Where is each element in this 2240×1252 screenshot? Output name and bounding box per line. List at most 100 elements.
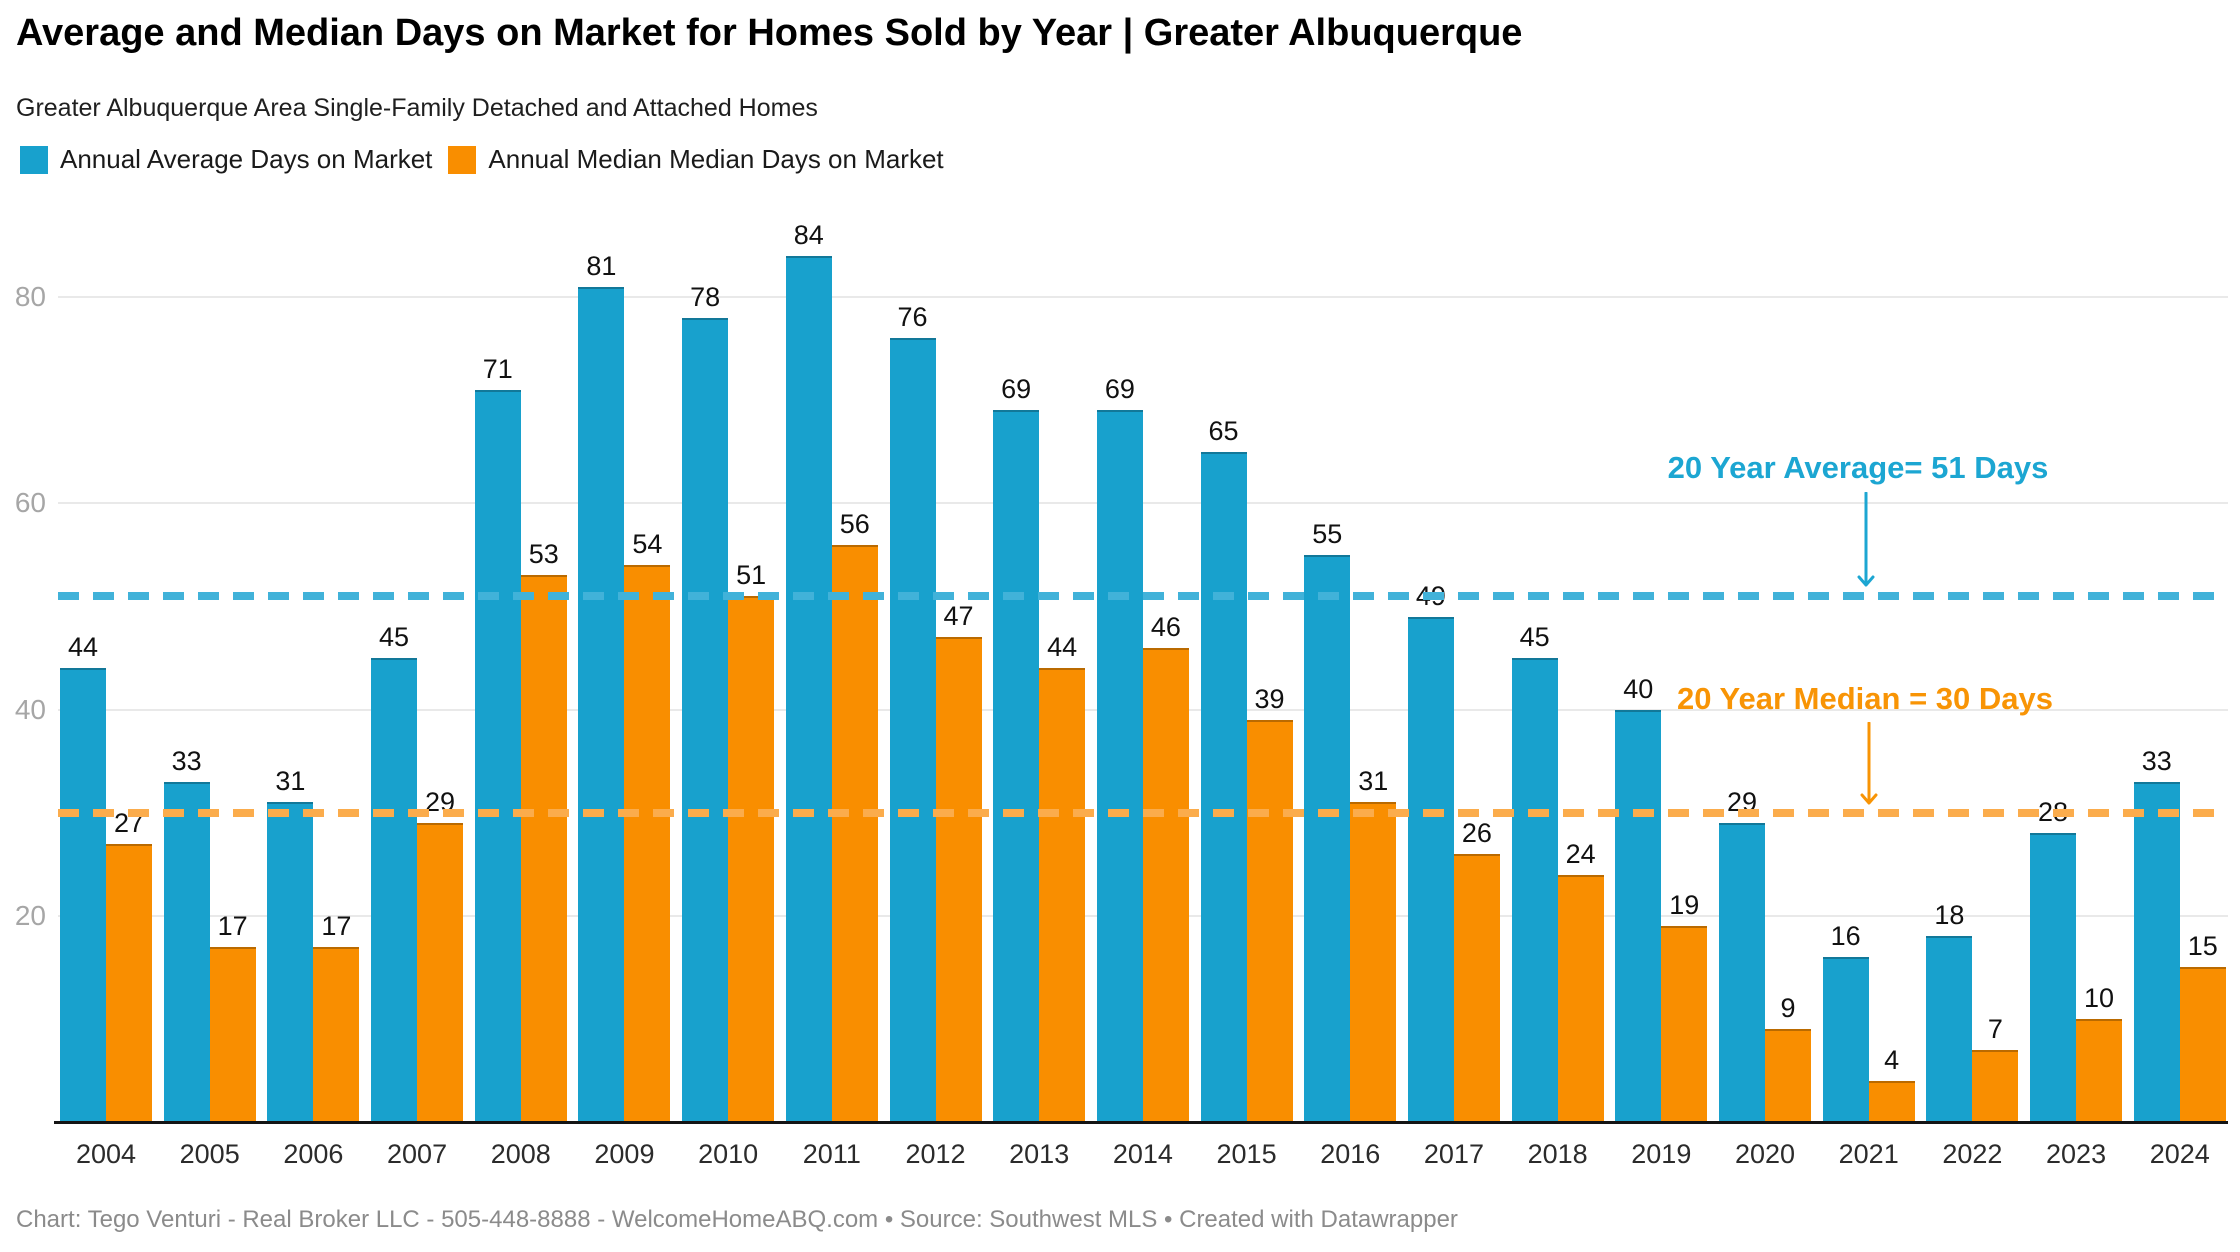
y-axis-tick-label: 20 xyxy=(14,899,46,931)
bar-value-label: 9 xyxy=(1780,993,1796,1023)
bar-value-label: 76 xyxy=(897,302,928,332)
bar-value-label: 15 xyxy=(2187,931,2218,961)
median-bar: 46 xyxy=(1142,612,1189,1122)
median-bar: 44 xyxy=(1039,632,1086,1122)
bar-group: 81 54 2009 xyxy=(578,230,671,1169)
bar-value-label: 31 xyxy=(275,766,306,796)
bar-value-label: 24 xyxy=(1565,839,1596,869)
chart-title: Average and Median Days on Market for Ho… xyxy=(16,12,1523,54)
x-axis-year-label: 2009 xyxy=(594,1139,655,1169)
bar-value-label: 7 xyxy=(1987,1014,2003,1044)
average-bar: 29 xyxy=(1719,787,1765,1122)
bar-group: 33 15 2024 xyxy=(2133,230,2226,1169)
bar-value-label: 45 xyxy=(1519,622,1550,652)
average-bar: 31 xyxy=(267,766,314,1122)
bar-group: 29 9 2020 xyxy=(1719,230,1811,1169)
average-bar: 69 xyxy=(1096,374,1143,1122)
bar-value-label: 55 xyxy=(1312,519,1343,549)
median-bar: 47 xyxy=(935,601,982,1122)
legend-item-median: Annual Median Median Days on Market xyxy=(448,144,944,175)
average-bar: 45 xyxy=(1511,622,1558,1122)
median-bar: 17 xyxy=(313,911,360,1122)
legend-color-swatch-average xyxy=(20,145,48,174)
gridline xyxy=(58,296,2228,299)
bar-value-label: 69 xyxy=(1104,374,1135,404)
average-bar: 49 xyxy=(1407,581,1454,1122)
x-axis-year-label: 2024 xyxy=(2149,1139,2210,1169)
bar-group: 78 51 2010 xyxy=(682,230,775,1169)
median-bar: 4 xyxy=(1868,1045,1915,1122)
average-bar: 16 xyxy=(1822,921,1869,1122)
x-axis-baseline xyxy=(54,1121,2228,1124)
average-bar: 81 xyxy=(578,251,625,1122)
bar-group: 69 44 2013 xyxy=(993,230,1086,1169)
bar-value-label: 17 xyxy=(321,911,352,941)
median-bar: 27 xyxy=(106,808,152,1122)
average-bar: 45 xyxy=(371,622,418,1122)
bar-value-label: 10 xyxy=(2084,983,2115,1013)
bar-value-label: 54 xyxy=(632,529,663,559)
x-axis-year-label: 2018 xyxy=(1527,1139,1588,1169)
median-bar: 9 xyxy=(1765,993,1811,1122)
x-axis-year-label: 2014 xyxy=(1112,1139,1173,1169)
bar-value-label: 69 xyxy=(1001,374,1032,404)
bar-group: 44 27 2004 xyxy=(60,230,152,1169)
x-axis-year-label: 2021 xyxy=(1838,1139,1899,1169)
average-bar: 76 xyxy=(889,302,936,1122)
bar-value-label: 26 xyxy=(1461,818,1492,848)
x-axis-year-label: 2010 xyxy=(698,1139,759,1169)
bar-value-label: 31 xyxy=(1358,766,1389,796)
median-bar: 7 xyxy=(1972,1014,2019,1122)
x-axis-year-label: 2007 xyxy=(387,1139,448,1169)
x-axis-year-label: 2005 xyxy=(179,1139,240,1169)
bar-group: 33 17 2005 xyxy=(163,230,256,1169)
bar-value-label: 44 xyxy=(1047,632,1078,662)
bar-value-label: 81 xyxy=(586,251,617,281)
bar-value-label: 84 xyxy=(793,220,824,250)
x-axis-year-label: 2020 xyxy=(1734,1139,1796,1169)
median-bar: 56 xyxy=(831,509,878,1122)
median-bar: 53 xyxy=(520,539,567,1122)
average-bar: 55 xyxy=(1304,519,1351,1122)
x-axis-year-label: 2012 xyxy=(905,1139,966,1169)
bar-value-label: 78 xyxy=(690,282,721,312)
x-axis-year-label: 2022 xyxy=(1942,1139,2003,1169)
bar-group: 31 17 2006 xyxy=(267,230,360,1169)
bar-value-label: 4 xyxy=(1884,1045,1900,1075)
median-bar: 54 xyxy=(624,529,671,1122)
bar-group: 65 39 2015 xyxy=(1200,230,1293,1169)
bar-value-label: 47 xyxy=(943,601,974,631)
median-bar: 39 xyxy=(1246,684,1293,1122)
median-bar: 26 xyxy=(1453,818,1500,1122)
chart-subtitle: Greater Albuquerque Area Single-Family D… xyxy=(16,94,818,122)
median-annotation: 20 Year Median = 30 Days xyxy=(1677,681,2053,716)
median-bar: 24 xyxy=(1557,839,1604,1122)
x-axis-year-label: 2015 xyxy=(1216,1139,1277,1169)
bar-group: 18 7 2022 xyxy=(1926,230,2019,1169)
bar-value-label: 40 xyxy=(1623,674,1654,704)
average-bar: 33 xyxy=(163,746,210,1122)
average-bar: 44 xyxy=(60,632,106,1122)
bar-group: 16 4 2021 xyxy=(1822,230,1915,1169)
x-axis-year-label: 2006 xyxy=(283,1139,344,1169)
legend: Annual Average Days on Market Annual Med… xyxy=(20,144,944,175)
average-annotation-arrow-icon xyxy=(1857,492,1875,587)
bar-value-label: 39 xyxy=(1254,684,1285,714)
bar-group: 45 24 2018 xyxy=(1511,230,1604,1169)
median-reference-line xyxy=(58,808,2228,817)
bar-group: 40 19 2019 xyxy=(1615,230,1708,1169)
median-bar: 51 xyxy=(728,560,775,1122)
x-axis-year-label: 2013 xyxy=(1009,1139,1070,1169)
y-axis-tick-label: 40 xyxy=(14,693,46,725)
plot-area: 20 Year Average= 51 Days 20 Year Median … xyxy=(15,220,2228,1169)
bar-value-label: 51 xyxy=(736,560,767,590)
legend-label-median: Annual Median Median Days on Market xyxy=(488,144,944,174)
average-reference-line xyxy=(58,592,2228,601)
legend-item-average: Annual Average Days on Market xyxy=(20,144,432,175)
average-bar: 18 xyxy=(1926,900,1973,1122)
bar-value-label: 56 xyxy=(839,509,870,539)
average-bar: 69 xyxy=(993,374,1040,1122)
x-axis-year-label: 2017 xyxy=(1423,1139,1484,1169)
x-axis-year-label: 2019 xyxy=(1631,1139,1692,1169)
average-bar: 78 xyxy=(682,282,729,1122)
